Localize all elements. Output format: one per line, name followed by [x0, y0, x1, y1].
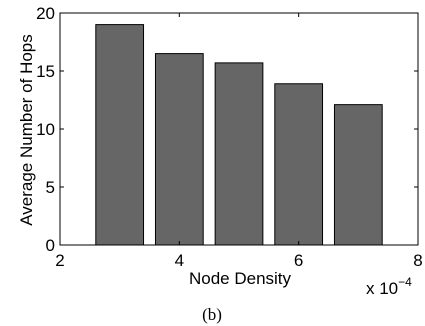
y-ticks: 0 5 10 15 20	[36, 4, 418, 255]
x-axis-multiplier: x 10−4	[366, 275, 412, 298]
x-tick-label-0: 2	[55, 251, 64, 270]
x-tick-label-2: 6	[294, 251, 303, 270]
bar-2	[154, 53, 204, 246]
bar-5	[333, 104, 383, 246]
x-ticks: 2 4 6 8	[55, 13, 423, 270]
x-multiplier-base: x 10	[366, 279, 398, 298]
y-tick-label-0: 0	[46, 236, 55, 255]
bar-4	[274, 83, 324, 246]
x-axis-label: Node Density	[189, 269, 292, 288]
y-axis-label: Average Number of Hops	[17, 34, 36, 226]
y-tick-label-2: 10	[36, 120, 55, 139]
y-tick-label-1: 5	[46, 178, 55, 197]
caption: (b)	[202, 305, 222, 324]
y-tick-label-4: 20	[36, 4, 55, 23]
x-multiplier-exponent: −4	[398, 275, 412, 289]
bar-1	[95, 24, 145, 246]
y-tick-label-3: 15	[36, 62, 55, 81]
bar-3	[214, 62, 264, 246]
x-tick-label-3: 8	[413, 251, 422, 270]
bars	[95, 24, 383, 246]
x-tick-label-1: 4	[175, 251, 184, 270]
